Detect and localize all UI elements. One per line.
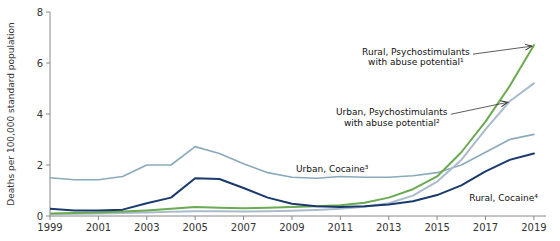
x-axis-line <box>50 216 546 217</box>
series-line <box>50 154 534 211</box>
x-tick-label: 2009 <box>279 222 304 233</box>
series-label-line: Urban, Psychostimulants <box>336 107 448 117</box>
y-tick <box>46 165 50 166</box>
x-tick-label: 2001 <box>86 222 111 233</box>
y-tick-label: 2 <box>37 160 43 171</box>
x-tick <box>437 216 438 220</box>
series-label-line: Urban, Cocaine³ <box>296 164 369 174</box>
series-label: Urban, Cocaine³ <box>296 164 369 174</box>
chart: 1999 2001 2003 2005 2007 2009 2011 2013 2015 2017… <box>0 0 560 241</box>
series-label-line: with abuse potential¹ <box>368 57 464 67</box>
series-line <box>50 83 534 214</box>
x-tick-label: 2017 <box>473 222 498 233</box>
series-line <box>50 45 534 213</box>
annotation-arrow <box>473 46 532 54</box>
y-tick-label: 6 <box>37 58 43 69</box>
x-tick <box>291 216 292 220</box>
x-tick-label: 2011 <box>328 222 353 233</box>
y-tick <box>46 12 50 13</box>
series-label: Urban, Psychostimulantswith abuse potent… <box>336 107 448 127</box>
x-tick-label: 2013 <box>376 222 401 233</box>
y-tick <box>46 63 50 64</box>
series-label: Rural, Cocaine⁴ <box>469 193 538 203</box>
x-tick <box>146 216 147 220</box>
x-tick <box>243 216 244 220</box>
x-tick <box>388 216 389 220</box>
x-tick-label: 2019 <box>521 222 546 233</box>
x-tick <box>50 216 51 220</box>
y-tick-label: 8 <box>37 7 43 18</box>
y-tick-label: 0 <box>37 211 43 222</box>
y-axis-label: Deaths per 100,000 standard population <box>6 22 16 205</box>
series-label-line: Rural, Cocaine⁴ <box>469 193 538 203</box>
series-label-line: Rural, Psychostimulants <box>362 47 470 57</box>
y-tick-label: 4 <box>37 109 43 120</box>
x-tick-label: 1999 <box>37 222 62 233</box>
x-tick <box>195 216 196 220</box>
x-tick <box>485 216 486 220</box>
x-tick <box>533 216 534 220</box>
series-line <box>50 134 534 179</box>
x-tick-label: 2005 <box>182 222 207 233</box>
annotation-arrow <box>451 102 508 114</box>
x-tick-label: 2007 <box>231 222 256 233</box>
x-tick <box>340 216 341 220</box>
x-tick <box>98 216 99 220</box>
y-tick <box>46 216 50 217</box>
series-label-line: with abuse potential² <box>344 118 440 128</box>
lines <box>50 45 534 214</box>
x-tick-label: 2015 <box>424 222 449 233</box>
series-label: Rural, Psychostimulantswith abuse potent… <box>362 47 470 67</box>
x-tick-label: 2003 <box>134 222 159 233</box>
y-tick <box>46 114 50 115</box>
